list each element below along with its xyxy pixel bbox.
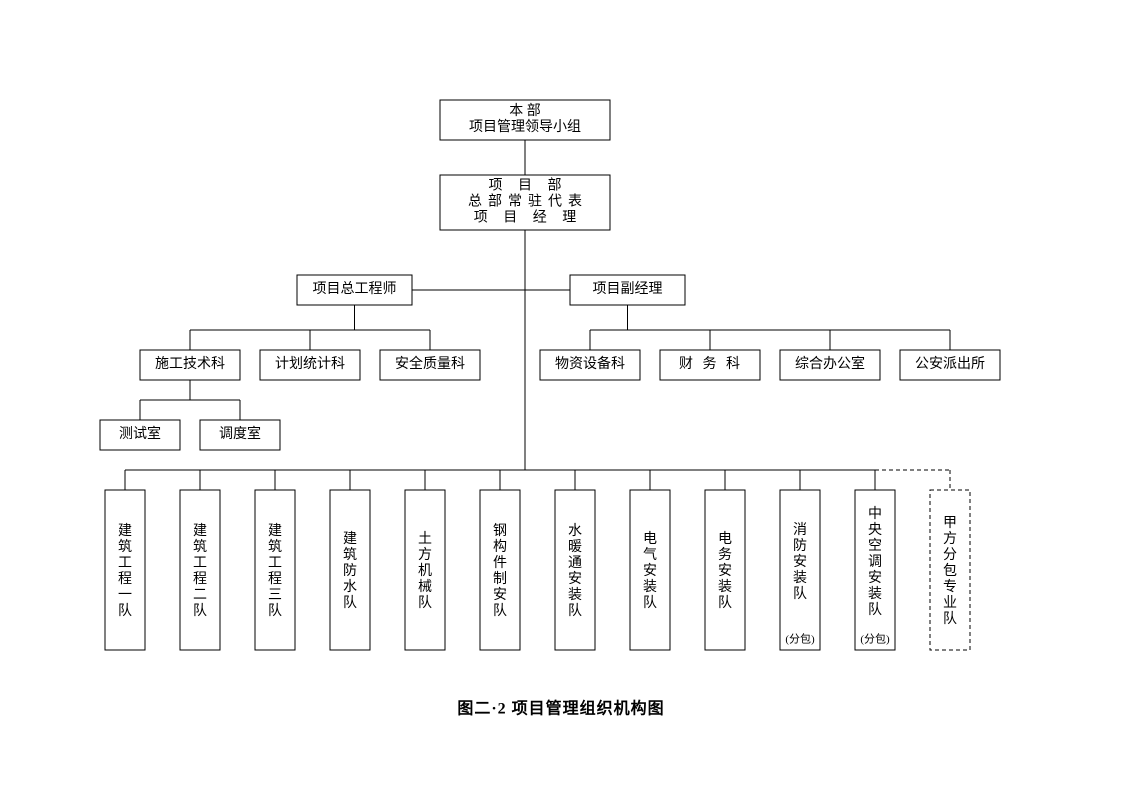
svg-text:本 部: 本 部 [509, 103, 541, 119]
svg-text:消: 消 [793, 522, 807, 538]
svg-text:工: 工 [193, 556, 207, 571]
svg-text:土: 土 [418, 531, 432, 547]
svg-text:气: 气 [643, 547, 657, 563]
svg-text:建: 建 [268, 523, 282, 539]
svg-text:中: 中 [868, 506, 882, 522]
svg-text:构: 构 [493, 539, 507, 555]
svg-text:图二·2 项目管理组织机构图: 图二·2 项目管理组织机构图 [457, 699, 664, 718]
svg-text:调: 调 [868, 554, 882, 570]
svg-text:(分包): (分包) [785, 633, 815, 646]
svg-text:水: 水 [343, 579, 357, 595]
svg-text:项目总工程师: 项目总工程师 [313, 281, 397, 297]
svg-text:装: 装 [568, 587, 582, 603]
svg-text:装: 装 [643, 579, 657, 595]
svg-text:建: 建 [193, 523, 207, 539]
svg-text:装: 装 [868, 586, 882, 602]
svg-text:项 目 部: 项 目 部 [489, 178, 568, 194]
svg-text:安: 安 [643, 563, 657, 579]
svg-text:队: 队 [493, 603, 507, 619]
svg-text:程: 程 [193, 571, 207, 587]
svg-text:队: 队 [718, 595, 732, 611]
svg-text:筑: 筑 [118, 539, 132, 555]
svg-text:队: 队 [568, 603, 582, 619]
svg-text:电: 电 [718, 531, 732, 547]
svg-text:筑: 筑 [193, 539, 207, 555]
svg-text:装: 装 [793, 570, 807, 586]
svg-text:综合办公室: 综合办公室 [795, 355, 865, 372]
svg-text:安: 安 [718, 563, 732, 579]
svg-text:安: 安 [793, 554, 807, 570]
svg-text:财 务 科: 财 务 科 [679, 356, 743, 372]
svg-text:电: 电 [643, 531, 657, 547]
svg-text:务: 务 [718, 547, 732, 563]
svg-text:队: 队 [643, 595, 657, 611]
svg-text:队: 队 [268, 603, 282, 619]
svg-text:建: 建 [118, 523, 132, 539]
svg-text:建: 建 [343, 531, 357, 547]
svg-text:通: 通 [568, 555, 582, 571]
svg-text:机: 机 [418, 563, 432, 579]
svg-text:项 目 经 理: 项 目 经 理 [474, 210, 583, 226]
svg-text:装: 装 [718, 579, 732, 595]
svg-text:筑: 筑 [343, 547, 357, 563]
svg-text:二: 二 [193, 588, 207, 603]
svg-text:安: 安 [568, 571, 582, 587]
svg-text:三: 三 [268, 588, 282, 603]
svg-text:队: 队 [943, 611, 957, 627]
svg-text:工: 工 [268, 556, 282, 571]
svg-text:队: 队 [868, 602, 882, 618]
svg-text:施工技术科: 施工技术科 [155, 356, 225, 372]
svg-text:分: 分 [943, 547, 957, 563]
svg-text:包: 包 [943, 563, 957, 579]
svg-text:方: 方 [418, 547, 432, 563]
svg-text:项目管理领导小组: 项目管理领导小组 [469, 119, 581, 135]
svg-text:物资设备科: 物资设备科 [555, 355, 625, 372]
svg-text:业: 业 [943, 595, 957, 611]
svg-text:央: 央 [868, 522, 882, 538]
svg-text:队: 队 [793, 586, 807, 602]
svg-text:项目副经理: 项目副经理 [593, 281, 663, 297]
svg-text:空: 空 [868, 538, 882, 554]
svg-text:公安派出所: 公安派出所 [915, 356, 985, 372]
svg-text:甲: 甲 [943, 516, 957, 531]
org-chart: 本 部项目管理领导小组项 目 部总部常驻代表项 目 经 理项目总工程师 项目副经理… [0, 0, 1123, 794]
svg-text:安: 安 [493, 587, 507, 603]
svg-text:计划统计科: 计划统计科 [275, 356, 345, 372]
svg-text:调度室: 调度室 [219, 425, 261, 442]
svg-text:程: 程 [118, 571, 132, 587]
svg-text:程: 程 [268, 571, 282, 587]
svg-text:(分包): (分包) [860, 633, 890, 646]
svg-text:水: 水 [568, 523, 582, 539]
svg-text:械: 械 [418, 579, 432, 595]
svg-text:一: 一 [118, 588, 132, 603]
svg-text:防: 防 [343, 563, 357, 579]
svg-text:制: 制 [493, 571, 507, 587]
svg-text:队: 队 [343, 595, 357, 611]
svg-text:安: 安 [868, 570, 882, 586]
svg-text:工: 工 [118, 556, 132, 571]
svg-text:安全质量科: 安全质量科 [395, 355, 465, 372]
svg-text:筑: 筑 [268, 539, 282, 555]
svg-text:专: 专 [943, 579, 957, 595]
svg-text:队: 队 [193, 603, 207, 619]
svg-text:队: 队 [418, 595, 432, 611]
svg-text:总部常驻代表: 总部常驻代表 [468, 194, 588, 210]
svg-text:防: 防 [793, 538, 807, 554]
svg-text:测试室: 测试室 [119, 425, 161, 442]
svg-text:钢: 钢 [493, 523, 507, 539]
svg-text:队: 队 [118, 603, 132, 619]
svg-text:件: 件 [493, 555, 507, 571]
svg-text:方: 方 [943, 531, 957, 547]
svg-text:暖: 暖 [568, 539, 582, 555]
